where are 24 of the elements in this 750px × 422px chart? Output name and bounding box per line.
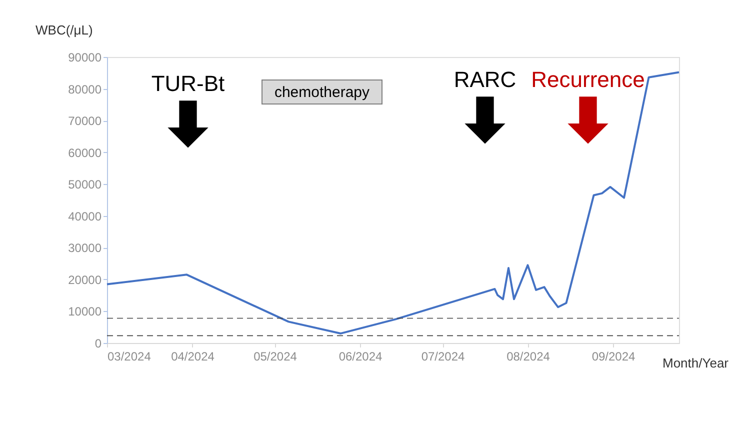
y-tick-label: 50000 <box>68 178 102 192</box>
x-tick-label: 06/2024 <box>338 350 383 364</box>
y-tick-label: 20000 <box>68 272 102 287</box>
x-tick-label: 07/2024 <box>421 350 466 364</box>
y-tick-label: 30000 <box>68 241 102 256</box>
x-tick-label: 03/2024 <box>108 350 152 364</box>
y-tick-label: 70000 <box>68 114 102 128</box>
y-tick-label: 10000 <box>68 304 102 319</box>
annotation: RARC <box>454 67 516 92</box>
x-tick-label: 09/2024 <box>592 350 636 364</box>
y-tick-label: 90000 <box>68 50 102 64</box>
x-tick-label: 08/2024 <box>506 350 550 364</box>
y-tick-label: 0 <box>94 336 102 350</box>
annotation: Recurrence <box>531 67 645 92</box>
y-axis-title: WBC(/μL) <box>36 22 93 38</box>
y-tick-label: 80000 <box>68 82 102 96</box>
annotation: TUR-Bt <box>151 71 225 96</box>
y-tick-label: 40000 <box>68 209 102 224</box>
annotation: chemotherapy <box>274 84 370 101</box>
y-tick-label: 60000 <box>68 146 102 160</box>
line-series <box>106 71 680 334</box>
x-tick-label: 05/2024 <box>254 350 298 364</box>
x-tick-label: 04/2024 <box>171 350 215 364</box>
x-axis-title: Month/Year <box>662 356 730 370</box>
